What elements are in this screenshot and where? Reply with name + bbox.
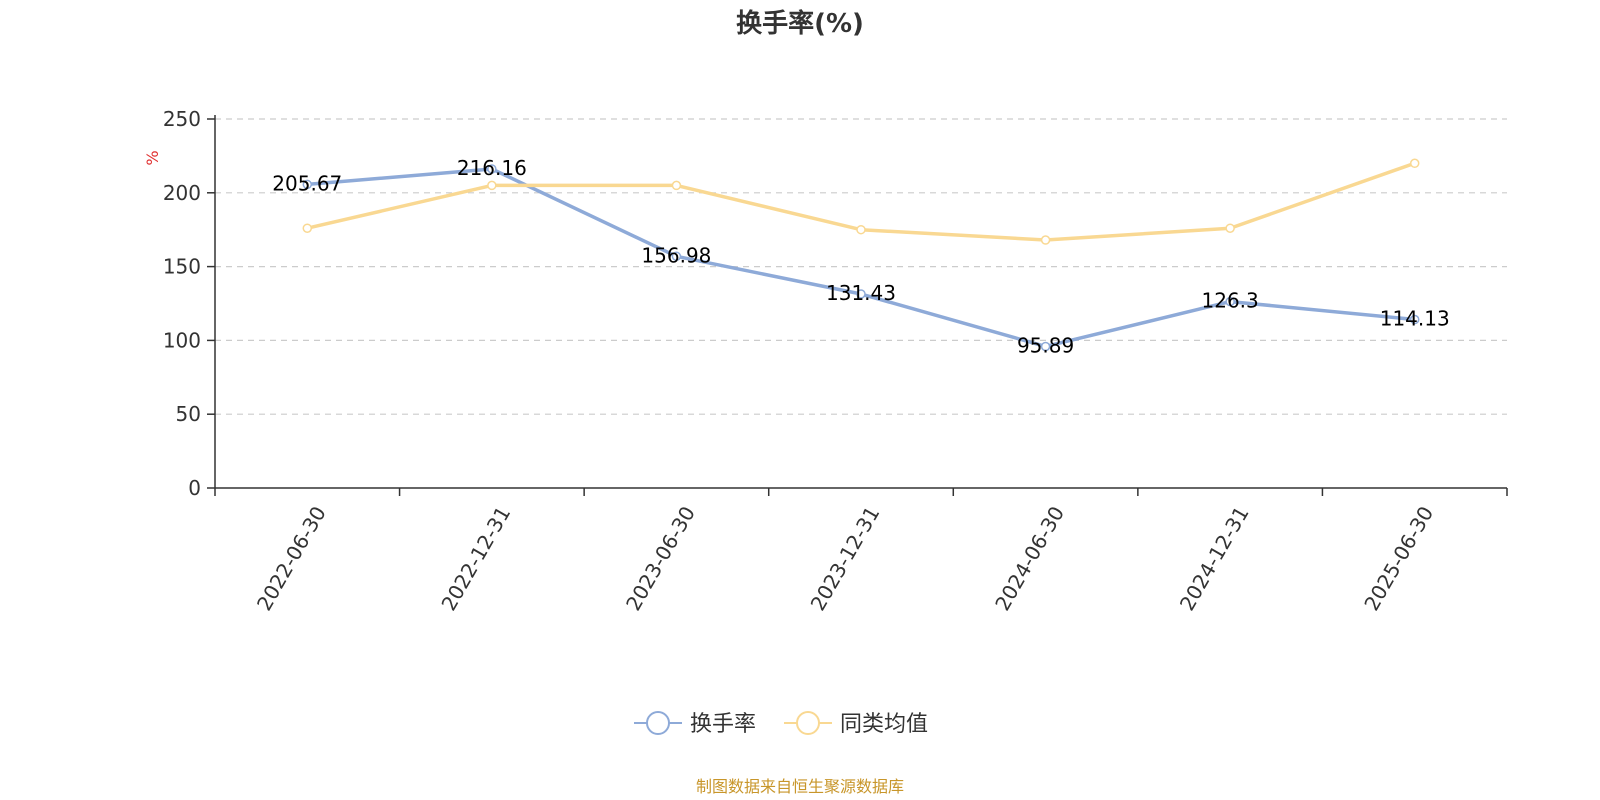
- data-label: 126.3: [1202, 289, 1259, 313]
- x-tick-label: 2023-12-31: [806, 502, 885, 615]
- series-line: [307, 167, 1415, 349]
- x-tick-label: 2024-12-31: [1175, 502, 1254, 615]
- legend-item-peer-average[interactable]: 同类均值: [784, 711, 928, 737]
- x-tick-label: 2025-06-30: [1359, 502, 1438, 615]
- data-point: [1040, 341, 1051, 352]
- data-point: [1409, 158, 1420, 169]
- data-point: [302, 179, 313, 190]
- data-point: [1409, 314, 1420, 325]
- data-point: [856, 289, 866, 299]
- legend-circle-icon: [796, 711, 820, 735]
- data-label: 114.13: [1380, 307, 1450, 331]
- legend-label: 同类均值: [840, 712, 928, 737]
- y-tick-label: 200: [163, 181, 201, 205]
- series-turnover-rate: [302, 164, 1420, 352]
- chart-title: 换手率(%): [736, 8, 864, 39]
- data-point: [856, 224, 866, 235]
- x-tick-label: 2023-06-30: [621, 502, 700, 615]
- axes: 0 50 100 150 200 250 2022-06-30 2022-12-31 2023-…: [163, 107, 1508, 615]
- data-point: [1225, 296, 1235, 307]
- data-label: 95.89: [1017, 333, 1074, 357]
- y-tick-label: 50: [176, 402, 201, 426]
- series-layer: [302, 158, 1420, 352]
- series-peer-average: [302, 158, 1420, 245]
- data-labels: 205.67 216.16 156.98 131.43 95.89 126.3 114.13: [272, 156, 1449, 358]
- legend-circle-icon: [646, 711, 670, 735]
- y-tick-label: 0: [188, 476, 201, 500]
- legend-label: 换手率: [690, 712, 756, 737]
- data-point: [1040, 235, 1051, 245]
- legend-item-turnover-rate[interactable]: 换手率: [634, 711, 756, 737]
- data-point: [487, 164, 497, 174]
- y-tick-label: 100: [163, 328, 201, 352]
- data-label: 205.67: [272, 171, 342, 195]
- data-point: [1225, 223, 1235, 233]
- legend[interactable]: 换手率 同类均值: [634, 711, 928, 737]
- x-tick-label: 2022-06-30: [252, 502, 331, 615]
- x-tick-label: 2022-12-31: [436, 502, 515, 615]
- source-note: 制图数据来自恒生聚源数据库: [696, 777, 904, 796]
- x-tick-label: 2024-06-30: [990, 502, 1069, 615]
- data-point: [671, 251, 682, 262]
- data-point: [487, 180, 497, 191]
- data-label: 156.98: [641, 243, 711, 267]
- grid-lines: [215, 118, 1507, 415]
- data-label: 131.43: [826, 281, 896, 305]
- y-axis-label: %: [143, 150, 162, 165]
- y-tick-label: 250: [163, 107, 201, 131]
- data-point: [671, 180, 682, 191]
- data-point: [302, 223, 313, 233]
- data-label: 216.16: [457, 156, 527, 180]
- y-tick-label: 150: [163, 255, 201, 279]
